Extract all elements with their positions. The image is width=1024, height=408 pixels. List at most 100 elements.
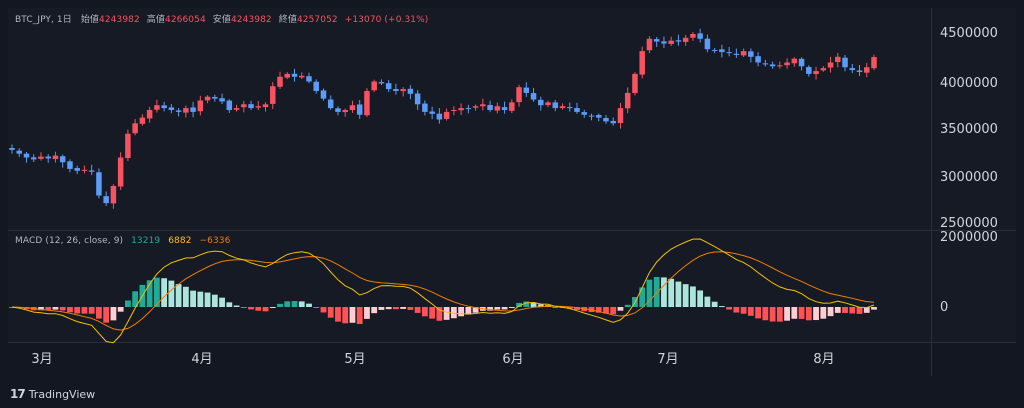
candle-body <box>190 107 196 112</box>
candle-body <box>755 56 761 63</box>
candle-body <box>588 115 595 117</box>
macd-histogram-bar <box>682 284 689 307</box>
macd-histogram-value: 13219 <box>131 236 161 246</box>
candle-body <box>864 67 870 73</box>
time-axis[interactable] <box>8 342 1016 377</box>
candle-body <box>465 108 472 110</box>
tradingview-logo-text: TradingView <box>28 387 96 401</box>
candle-body <box>552 102 559 109</box>
macd-histogram-bar <box>472 307 479 313</box>
candle-body <box>624 92 631 109</box>
price-axis-separator <box>931 8 932 376</box>
candle-body <box>509 102 515 111</box>
candle-body <box>45 156 51 159</box>
candle-body <box>233 108 240 110</box>
candle-body <box>675 40 682 42</box>
macd-histogram-bar <box>45 307 52 311</box>
tradingview-logo-icon: 17 <box>10 387 26 401</box>
candle-body <box>385 83 392 90</box>
price-pane[interactable] <box>8 8 1016 231</box>
candle-body <box>451 110 457 112</box>
macd-histogram-bar <box>371 307 378 314</box>
macd-histogram-bar <box>400 307 407 309</box>
macd-histogram-bar <box>769 307 776 322</box>
candle-body <box>183 108 189 113</box>
symbol-label: BTC_JPY, 1日 <box>15 15 72 25</box>
price-tick-3000000: 3000000 <box>940 170 998 185</box>
candle-body <box>653 39 660 42</box>
macd-histogram-bar <box>407 307 414 310</box>
macd-histogram-bar <box>414 307 421 313</box>
macd-histogram-bar <box>175 284 182 307</box>
close-label: 終値 <box>278 15 297 25</box>
macd-line <box>11 238 875 344</box>
macd-histogram-bar <box>364 307 370 319</box>
macd-histogram-bar <box>805 307 812 321</box>
candle-body <box>9 148 15 150</box>
macd-histogram-bar <box>38 307 44 311</box>
candle-body <box>813 71 819 75</box>
candle-body <box>298 75 305 78</box>
macd-histogram-bar <box>834 307 841 313</box>
candle-body <box>168 107 175 110</box>
macd-histogram-bar <box>523 301 530 307</box>
open-value: 4243982 <box>99 15 140 25</box>
macd-histogram-bar <box>269 307 276 308</box>
macd-histogram-bar <box>863 307 870 313</box>
macd-tick-0: 0 <box>940 300 949 315</box>
macd-histogram-bar <box>421 307 428 317</box>
candle-body <box>364 91 370 116</box>
candle-body <box>559 106 566 109</box>
macd-line-value: 6882 <box>168 236 192 246</box>
candle-body <box>197 100 204 112</box>
macd-histogram-bar <box>132 291 139 307</box>
candle-body <box>646 38 653 51</box>
macd-histogram-bar <box>248 307 254 310</box>
macd-histogram-bar <box>690 286 696 307</box>
macd-histogram-bar <box>661 277 667 307</box>
macd-histogram-bar <box>624 304 631 307</box>
macd-histogram-bar <box>450 307 457 319</box>
macd-histogram-bar <box>443 307 450 320</box>
price-tick-3500000: 3500000 <box>940 122 998 137</box>
candle-body <box>414 93 421 105</box>
candle-body <box>697 33 703 39</box>
macd-histogram-bar <box>697 290 704 307</box>
macd-legend: MACD (12, 26, close, 9) 13219 6882 −6336 <box>15 236 230 246</box>
candle-body <box>270 86 276 104</box>
macd-histogram-bar <box>776 307 783 322</box>
month-label-aug: 8月 <box>813 352 835 367</box>
macd-histogram-bar <box>320 307 327 313</box>
candle-body <box>574 107 580 112</box>
candle-body <box>827 62 834 68</box>
candle-body <box>219 98 225 102</box>
macd-histogram-bar <box>385 307 392 310</box>
open-label: 始値 <box>80 15 100 25</box>
candle-body <box>501 107 508 110</box>
candle-body <box>241 104 247 108</box>
low-label: 安値 <box>212 15 231 25</box>
month-label-mar: 3月 <box>31 352 53 367</box>
macd-histogram-bar <box>675 281 682 307</box>
macd-histogram-bar <box>711 301 718 307</box>
tradingview-logo[interactable]: 17 TradingView <box>10 387 95 401</box>
candle-body <box>595 115 602 118</box>
candle-body <box>378 82 385 84</box>
candle-body <box>248 104 254 109</box>
macd-histogram-bar <box>458 307 465 317</box>
candle-body <box>422 103 428 112</box>
candle-body <box>733 53 740 55</box>
candle-body <box>530 93 537 100</box>
candle-body <box>617 108 624 124</box>
macd-histogram-bar <box>617 307 624 311</box>
macd-histogram-bar <box>67 307 73 313</box>
macd-histogram-bar <box>356 307 363 325</box>
macd-histogram-bar <box>842 307 848 313</box>
macd-histogram-bar <box>726 307 733 310</box>
macd-histogram-bar <box>190 290 196 307</box>
macd-histogram-bar <box>153 277 160 307</box>
candle-body <box>117 157 124 187</box>
candle-body <box>335 108 341 112</box>
macd-histogram-bar <box>465 307 472 315</box>
